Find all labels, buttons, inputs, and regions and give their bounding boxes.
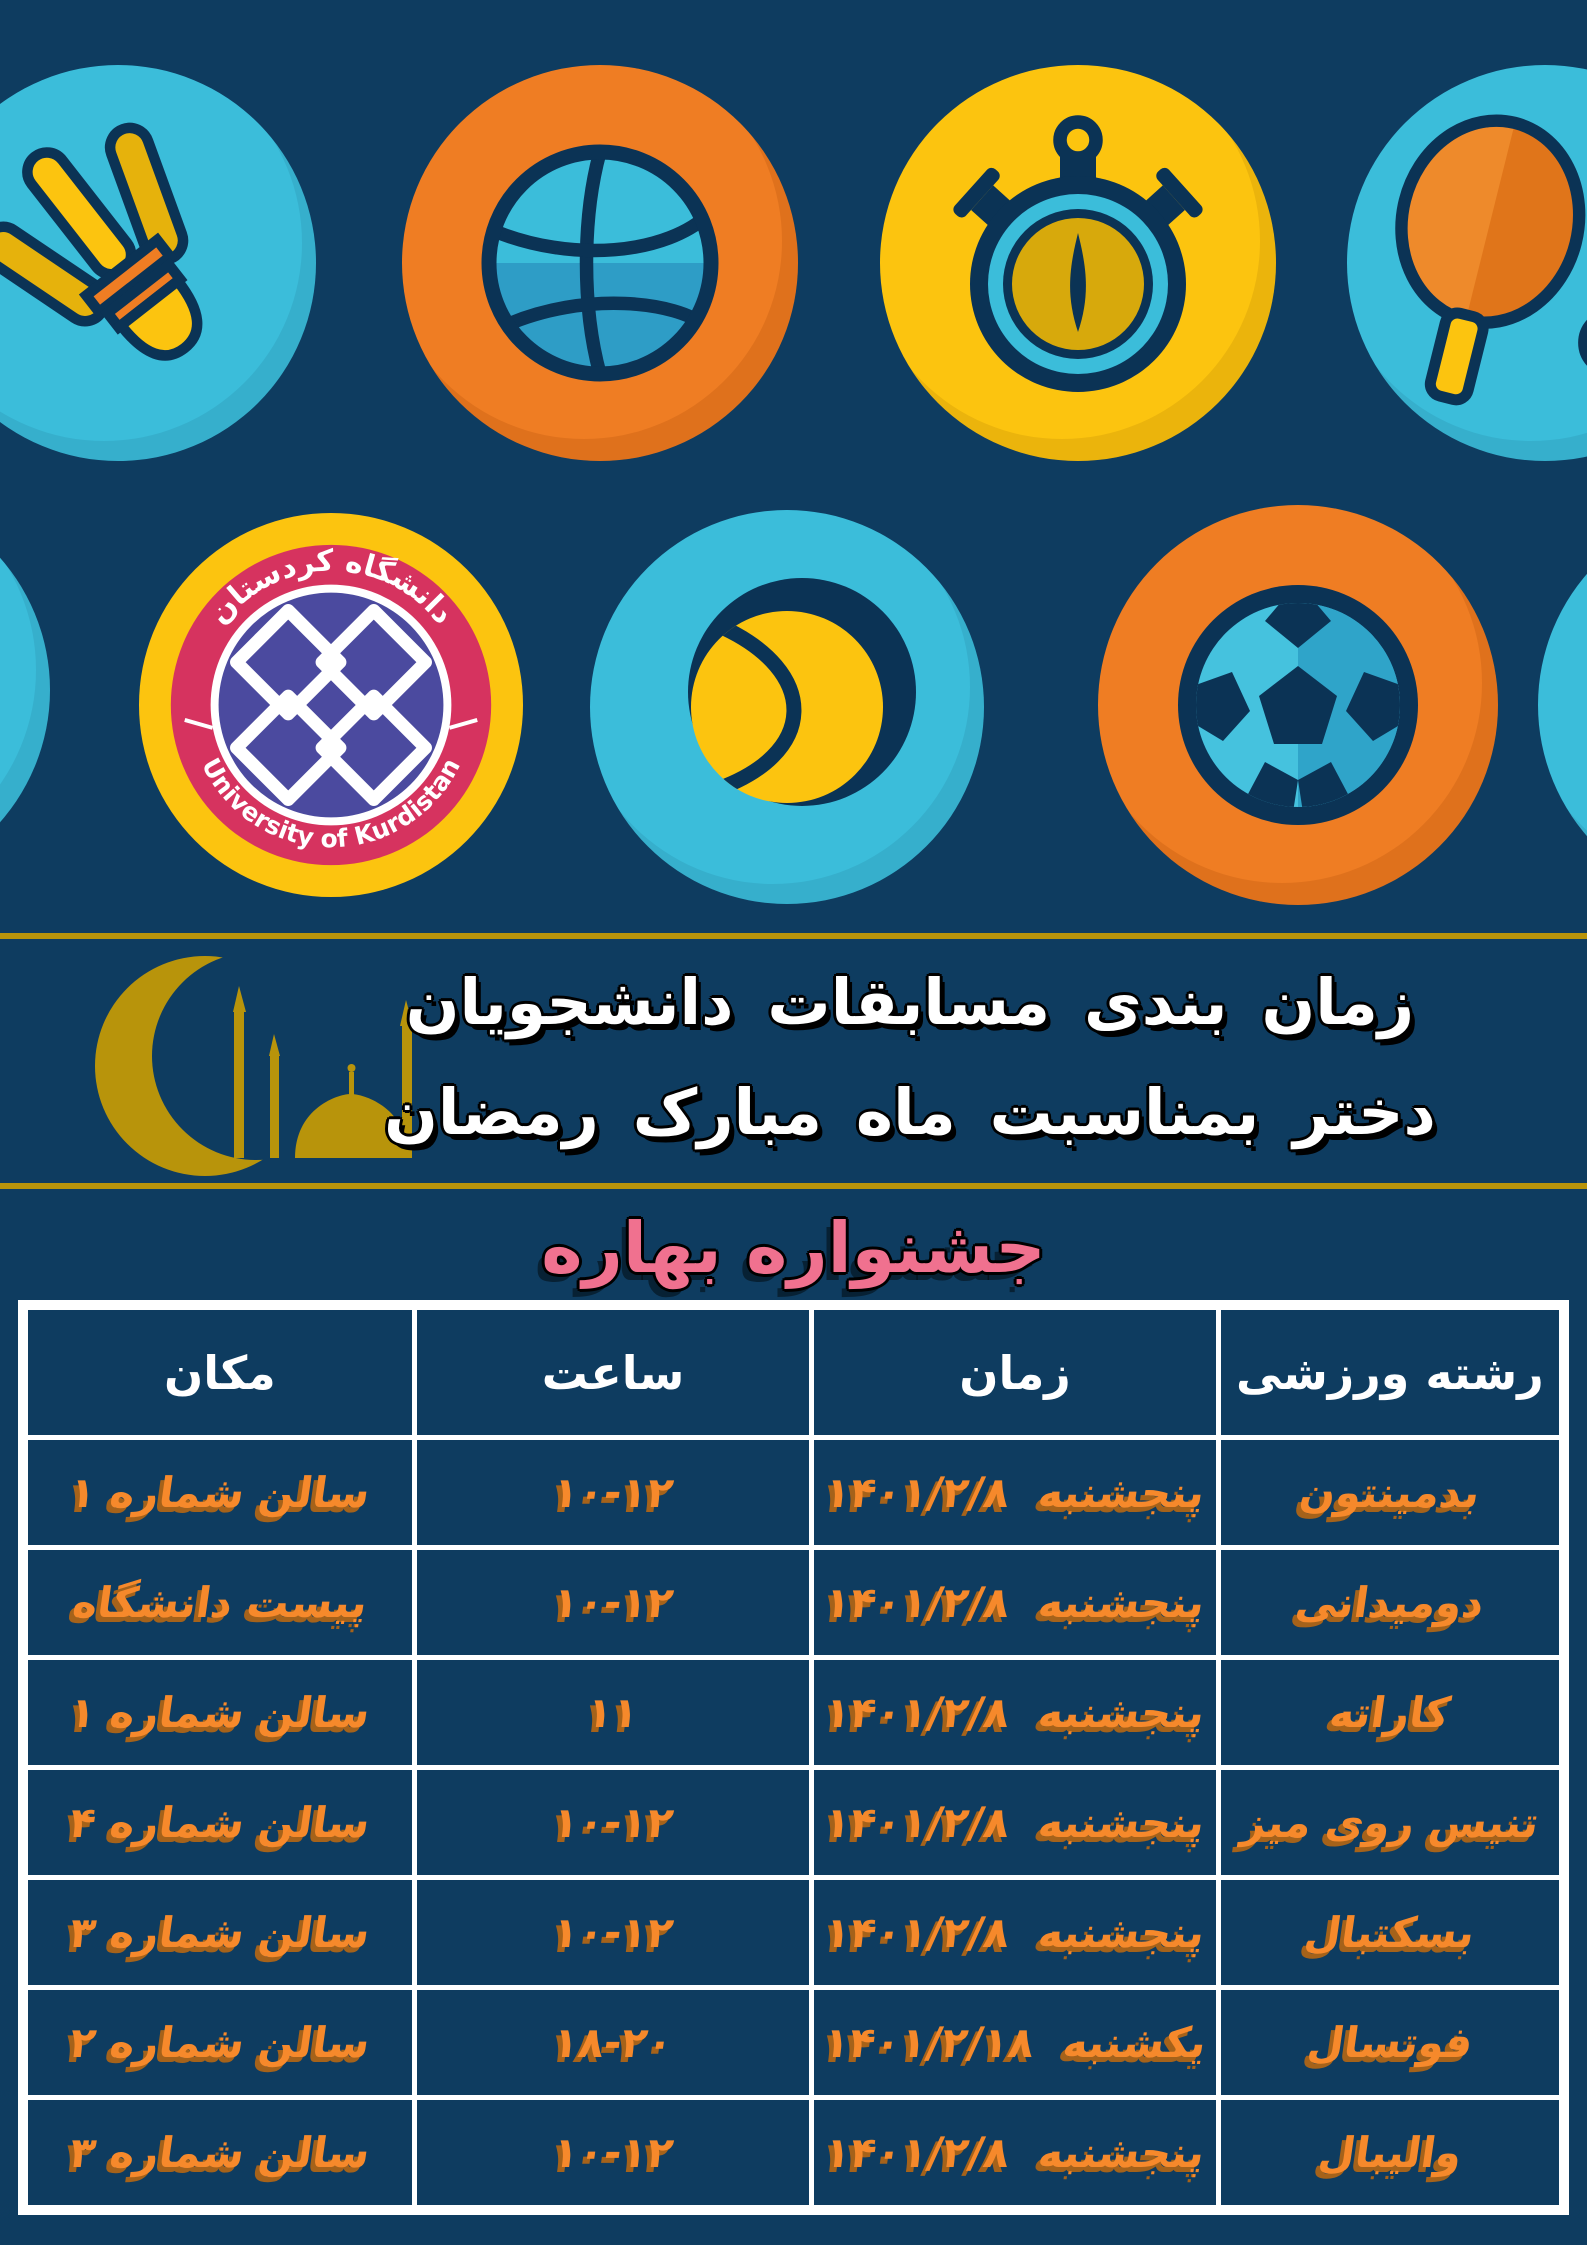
table-row: والیبال پنجشنبه ۱۴۰۱/۲/۸ ۱۰-۱۲ سالن شماره ۳: [28, 2100, 1559, 2205]
hour-cell: ۱۸-۲۰: [416, 1990, 810, 2095]
tennis-ball-icon: [688, 578, 916, 806]
knot-motif: [230, 604, 432, 806]
table-tennis-icon: [1395, 112, 1587, 406]
place-cell: سالن شماره ۴: [28, 1770, 412, 1875]
sport-cell: فوتسال: [1220, 1990, 1559, 2095]
table-header-row: رشته ورزشی زمان ساعت مکان: [28, 1310, 1559, 1435]
banner-top-divider: [0, 933, 1587, 939]
date-cell: پنجشنبه ۱۴۰۱/۲/۸: [814, 1660, 1216, 1765]
university-logo: دانشگاه کردستان University of Kurdistan: [137, 511, 525, 899]
volleyball-icon: [481, 144, 719, 382]
stopwatch-icon: [953, 115, 1203, 392]
hour-cell: ۱۰-۱۲: [416, 1770, 810, 1875]
hour-cell: ۱۱: [416, 1660, 810, 1765]
place-cell: سالن شماره ۱: [28, 1660, 412, 1765]
sport-cell: بسکتبال: [1220, 1880, 1559, 1985]
stopwatch-circle: [880, 65, 1276, 461]
hour-cell: ۱۰-۱۲: [416, 2100, 810, 2205]
header-date: زمان: [814, 1310, 1216, 1435]
date-cell: پنجشنبه ۱۴۰۱/۲/۸: [814, 1550, 1216, 1655]
hour-cell: ۱۰-۱۲: [416, 1880, 810, 1985]
hour-cell: ۱۰-۱۲: [416, 1440, 810, 1545]
table-row: بدمینتون پنجشنبه ۱۴۰۱/۲/۸ ۱۰-۱۲ سالن شماره …: [28, 1440, 1559, 1545]
table-row: فوتسال یکشنبه ۱۴۰۱/۲/۱۸ ۱۸-۲۰ سالن شماره ۲: [28, 1990, 1559, 2095]
sport-cell: دومیدانی: [1220, 1550, 1559, 1655]
place-cell: سالن شماره ۳: [28, 1880, 412, 1985]
place-cell: سالن شماره ۳: [28, 2100, 412, 2205]
date-cell: پنجشنبه ۱۴۰۱/۲/۸: [814, 1880, 1216, 1985]
header-place: مکان: [28, 1310, 412, 1435]
place-cell: سالن شماره ۱: [28, 1440, 412, 1545]
sport-cell: والیبال: [1220, 2100, 1559, 2205]
table-row: کاراته پنجشنبه ۱۴۰۱/۲/۸ ۱۱ سالن شماره ۱: [28, 1660, 1559, 1765]
header-sport: رشته ورزشی: [1220, 1310, 1559, 1435]
date-cell: یکشنبه ۱۴۰۱/۲/۱۸: [814, 1990, 1216, 2095]
poster-title-line1: زمان بندی مسابقات دانشجویان: [405, 966, 1415, 1039]
table-row: تنیس روی میز پنجشنبه ۱۴۰۱/۲/۸ ۱۰-۱۲ سالن شم…: [28, 1770, 1559, 1875]
date-cell: پنجشنبه ۱۴۰۱/۲/۸: [814, 2100, 1216, 2205]
tennis-circle: [590, 510, 984, 904]
poster-title: زمان بندی مسابقات دانشجویان دختر بمناسبت…: [285, 948, 1535, 1168]
date-cell: پنجشنبه ۱۴۰۱/۲/۸: [814, 1770, 1216, 1875]
place-cell: سالن شماره ۲: [28, 1990, 412, 2095]
table-row: دومیدانی پنجشنبه ۱۴۰۱/۲/۸ ۱۰-۱۲ پیست دانشگا…: [28, 1550, 1559, 1655]
volleyball-circle: [402, 65, 798, 461]
table-tennis-circle: [1347, 65, 1587, 461]
sport-cell: تنیس روی میز: [1220, 1770, 1559, 1875]
table-row: بسکتبال پنجشنبه ۱۴۰۱/۲/۸ ۱۰-۱۲ سالن شماره ۳: [28, 1880, 1559, 1985]
place-cell: پیست دانشگاه: [28, 1550, 412, 1655]
university-logo-emblem: دانشگاه کردستان University of Kurdistan: [138, 512, 524, 898]
schedule-table: رشته ورزشی زمان ساعت مکان بدمینتون پنجشنب…: [18, 1300, 1569, 2215]
badminton-icon: [0, 122, 203, 361]
header-hour: ساعت: [416, 1310, 810, 1435]
festival-title: جشنواره بهاره: [541, 1207, 1046, 1289]
edge-circle-left: [0, 490, 50, 890]
sport-cell: کاراته: [1220, 1660, 1559, 1765]
soccer-circle: [1098, 505, 1498, 905]
badminton-circle: [0, 65, 316, 461]
date-cell: پنجشنبه ۱۴۰۱/۲/۸: [814, 1440, 1216, 1545]
poster-title-line2: دختر بمناسبت ماه مبارک رمضان: [384, 1076, 1436, 1149]
banner-bottom-divider: [0, 1183, 1587, 1189]
edge-circle-right: [1538, 505, 1587, 905]
sport-cell: بدمینتون: [1220, 1440, 1559, 1545]
soccer-ball-icon: [1178, 585, 1418, 825]
hour-cell: ۱۰-۱۲: [416, 1550, 810, 1655]
crescent-mosque-icon: [95, 956, 413, 1176]
